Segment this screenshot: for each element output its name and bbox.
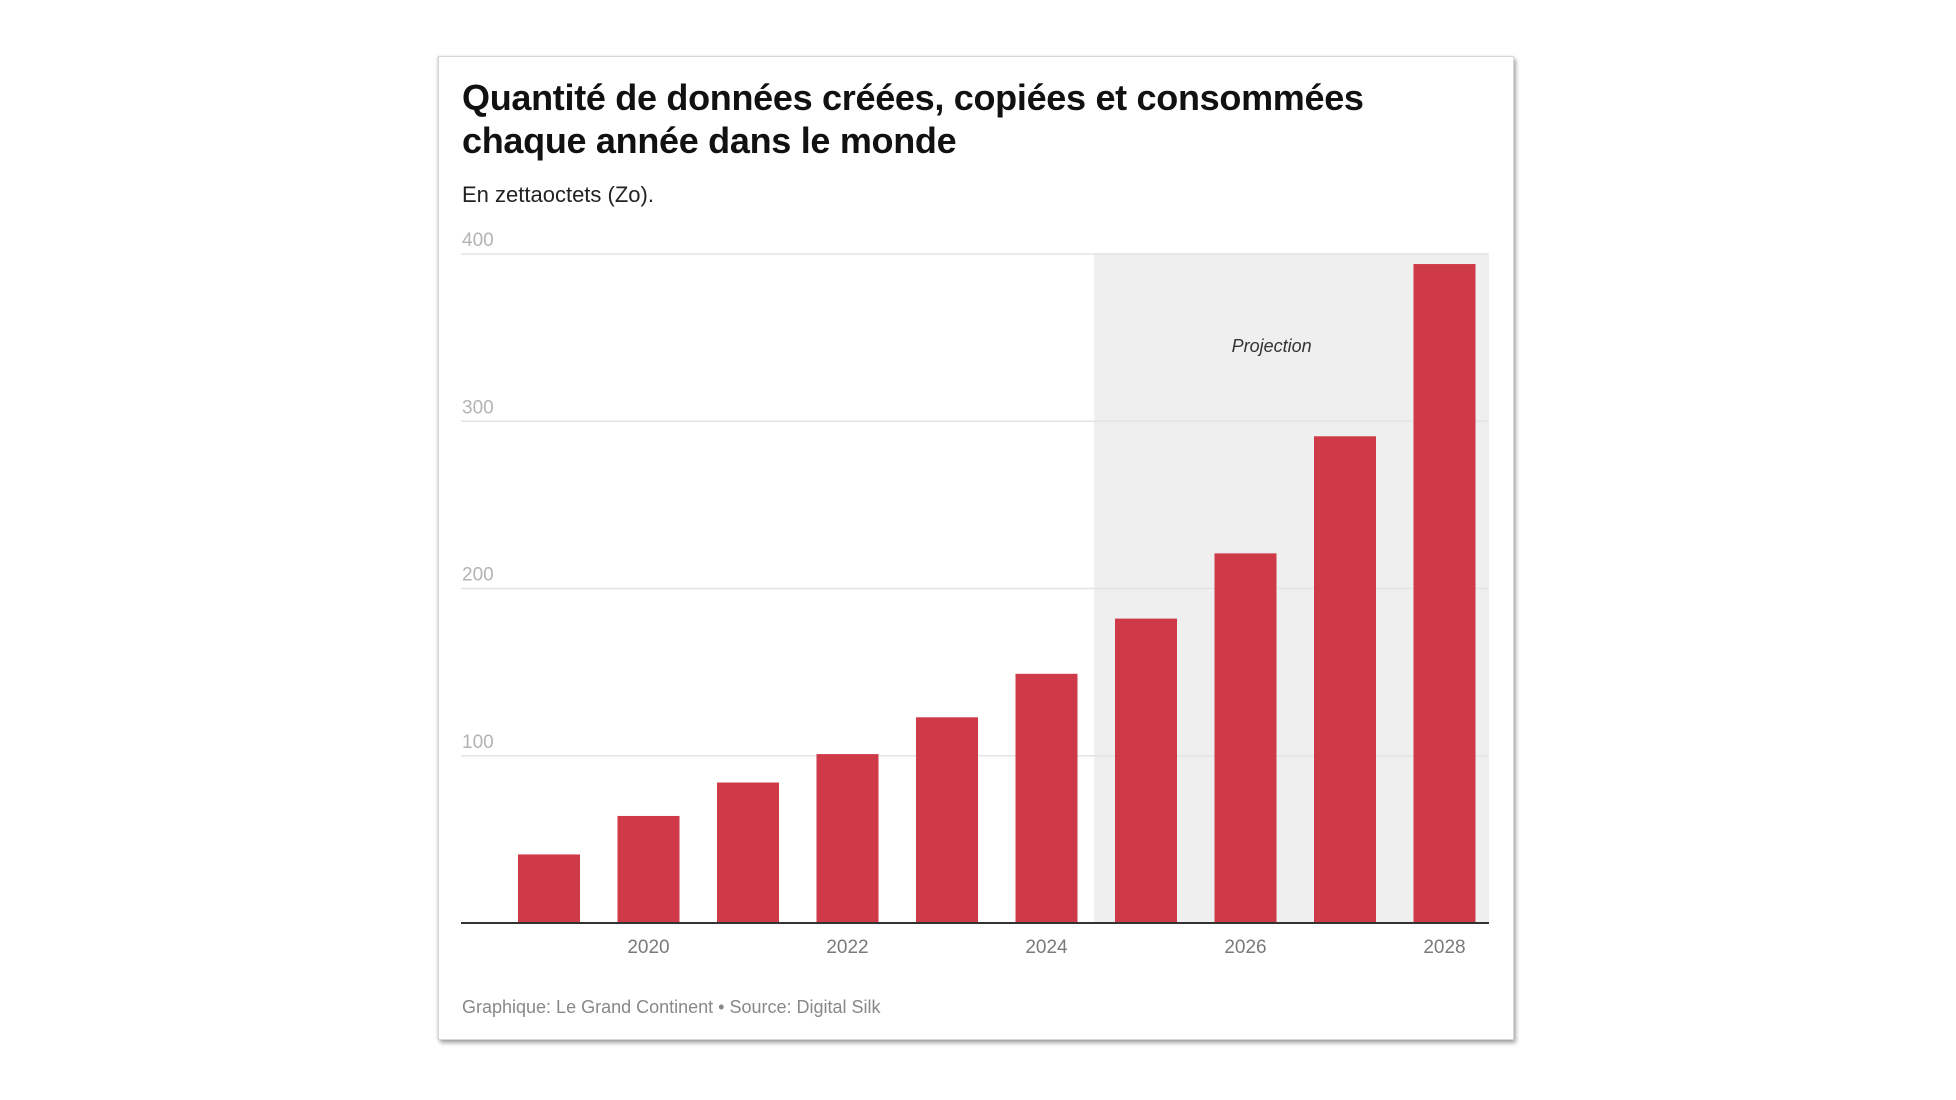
bar-2023 bbox=[916, 717, 978, 923]
chart-subtitle: En zettaoctets (Zo). bbox=[462, 182, 654, 207]
bar-2024 bbox=[1015, 673, 1078, 923]
chart-title: Quantité de données créées, copiées et c… bbox=[462, 76, 1462, 162]
annotations: Projection bbox=[1232, 336, 1312, 356]
bar-2028 bbox=[1413, 264, 1476, 923]
y-tick-label-300: 300 bbox=[462, 397, 494, 418]
bar-2022 bbox=[816, 754, 879, 923]
chart-title-line-1: Quantité de données créées, copiées et c… bbox=[462, 77, 1364, 118]
y-tick-label-400: 400 bbox=[462, 230, 494, 251]
bar-2021 bbox=[717, 782, 779, 923]
chart-title-line-2: chaque année dans le monde bbox=[462, 120, 957, 161]
chart-footer-source: Graphique: Le Grand Continent • Source: … bbox=[462, 997, 881, 1017]
y-tick-label-100: 100 bbox=[462, 732, 494, 753]
x-tick-label-2024: 2024 bbox=[1025, 937, 1068, 958]
y-axis-ticks: 100 200 300 400 bbox=[462, 230, 494, 753]
x-tick-label-2026: 2026 bbox=[1224, 937, 1266, 958]
bar-2019 bbox=[518, 854, 580, 923]
x-axis-ticks: 2020 2022 2024 2026 2028 bbox=[627, 937, 1465, 958]
y-tick-label-200: 200 bbox=[462, 565, 494, 586]
bar-2025 bbox=[1115, 618, 1177, 923]
x-tick-label-2028: 2028 bbox=[1423, 937, 1465, 958]
projection-label: Projection bbox=[1232, 336, 1312, 356]
bar-2026 bbox=[1214, 553, 1277, 923]
bar-2020 bbox=[617, 815, 680, 923]
x-tick-label-2020: 2020 bbox=[627, 937, 669, 958]
x-tick-label-2022: 2022 bbox=[826, 937, 868, 958]
bar-2027 bbox=[1314, 436, 1376, 923]
bars bbox=[518, 264, 1476, 923]
